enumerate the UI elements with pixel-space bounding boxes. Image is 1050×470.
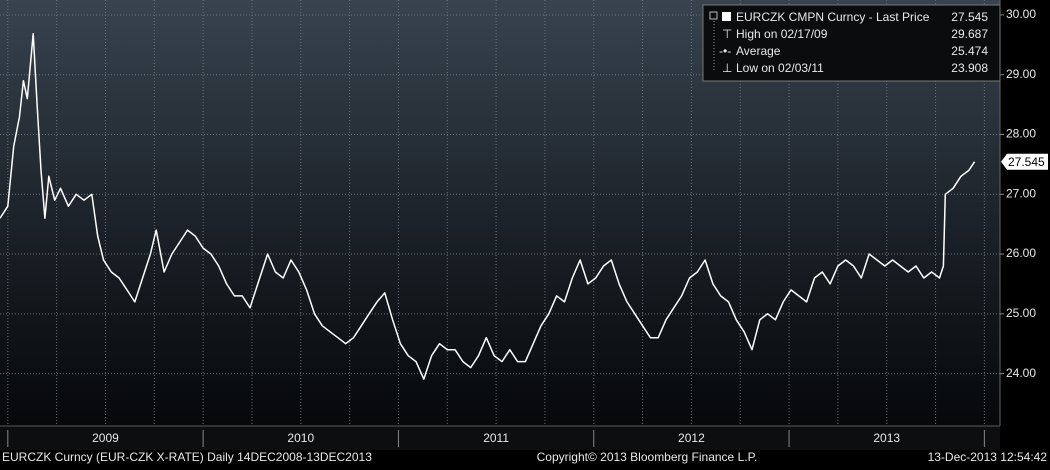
last-price-label: 27.545 xyxy=(1008,155,1045,169)
x-tick-label: 2011 xyxy=(483,431,509,445)
legend-label: Average xyxy=(736,44,781,58)
last-price-pointer xyxy=(1001,153,1048,170)
legend-swatch xyxy=(722,12,731,21)
x-axis-band xyxy=(0,427,1000,450)
x-tick-label: 2012 xyxy=(678,431,705,445)
x-tick-label: 2009 xyxy=(92,431,119,445)
y-tick-label: 24.00 xyxy=(1006,366,1036,380)
legend-icon: ⊥ xyxy=(722,61,732,75)
y-axis-area xyxy=(1000,0,1050,425)
y-tick-label: 25.00 xyxy=(1006,306,1036,320)
legend-value: 29.687 xyxy=(951,27,988,41)
legend-value: 27.545 xyxy=(951,10,988,24)
legend-label: Low on 02/03/11 xyxy=(736,61,824,75)
y-tick-label: 26.00 xyxy=(1006,246,1036,260)
footer-left: EURCZK Curncy (EUR-CZK X-RATE) Daily 14D… xyxy=(2,450,372,464)
legend-label: EURCZK CMPN Curncy - Last Price xyxy=(736,10,930,24)
y-tick-label: 27.00 xyxy=(1006,186,1036,200)
y-tick-label: 29.00 xyxy=(1006,67,1036,81)
legend-box xyxy=(702,4,1001,82)
legend-icon: -•- xyxy=(719,44,731,58)
legend-icon: ⊤ xyxy=(722,27,732,41)
x-tick-label: 2013 xyxy=(873,431,900,445)
legend-icon xyxy=(709,11,718,20)
legend-value: 25.474 xyxy=(951,44,988,58)
footer-center: Copyright© 2013 Bloomberg Finance L.P. xyxy=(537,450,758,464)
legend-value: 23.908 xyxy=(951,61,988,75)
y-tick-label: 28.00 xyxy=(1006,127,1036,141)
legend: ⊤ -•- ⊥ EURCZK CMPN Curncy - Last Price … xyxy=(702,4,1001,82)
footer-right: 13-Dec-2013 12:54:42 xyxy=(928,450,1048,464)
x-tick-label: 2010 xyxy=(287,431,314,445)
price-line xyxy=(0,32,976,380)
legend-label: High on 02/17/09 xyxy=(736,27,828,41)
y-tick-label: 30.00 xyxy=(1006,7,1036,21)
